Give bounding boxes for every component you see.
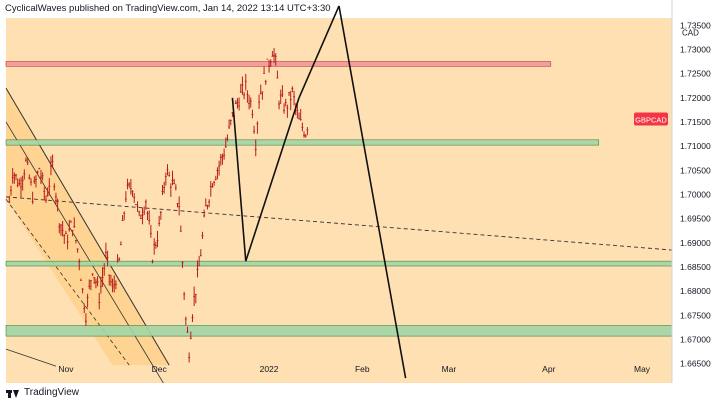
time-tick-label: Feb: [355, 364, 370, 374]
projection-line-1: [231, 97, 247, 262]
price-tick-label: 1.67500: [680, 310, 711, 320]
time-tick-label: 2022: [260, 364, 279, 374]
time-tick-label: Dec: [152, 364, 168, 374]
tradingview-brand: TradingView: [24, 387, 80, 398]
zone-support-1: [5, 139, 600, 146]
projection-line-4: [338, 5, 407, 379]
zone-support-2: [5, 260, 673, 267]
price-tick-label: 1.71000: [680, 141, 711, 151]
channel-lower-line: [5, 348, 57, 367]
tradingview-logo[interactable]: TradingView: [6, 387, 79, 398]
time-tick-label: Mar: [442, 364, 457, 374]
price-tick-label: 1.71500: [680, 117, 711, 127]
price-tick-label: 1.68000: [680, 286, 711, 296]
price-tick-label: 1.70000: [680, 189, 711, 199]
publisher-header: CyclicalWaves published on TradingView.c…: [5, 3, 331, 14]
dashed-trendline: [5, 196, 673, 251]
channel-upper-line: [5, 87, 170, 366]
price-tick-label: 1.73500: [680, 20, 711, 30]
footer-bar: TradingView: [0, 383, 720, 405]
zone-resistance: [5, 61, 552, 67]
time-tick-label: May: [634, 364, 651, 374]
projection-line-2: [244, 97, 300, 262]
channel-mid-line: [5, 121, 170, 393]
zone-support-3: [5, 325, 673, 337]
price-tick-label: 1.69500: [680, 214, 711, 224]
price-axis-background: [672, 0, 720, 383]
price-tick-label: 1.66500: [680, 359, 711, 369]
time-tick-label: Nov: [58, 364, 74, 374]
price-tick-label: 1.72000: [680, 93, 711, 103]
price-tick-label: 1.67000: [680, 334, 711, 344]
time-tick-label: Apr: [542, 364, 555, 374]
price-tick-label: 1.70500: [680, 165, 711, 175]
currency-label: CAD: [682, 29, 699, 38]
projection-line-3: [298, 5, 340, 99]
symbol-badge: [634, 112, 668, 126]
price-tick-label: 1.72500: [680, 69, 711, 79]
price-tick-label: 1.73000: [680, 44, 711, 54]
price-tick-label: 1.69000: [680, 238, 711, 248]
symbol-badge-label: GBPCAD: [635, 116, 667, 125]
tradingview-logo-icon: [6, 388, 20, 398]
price-tick-label: 1.68500: [680, 262, 711, 272]
